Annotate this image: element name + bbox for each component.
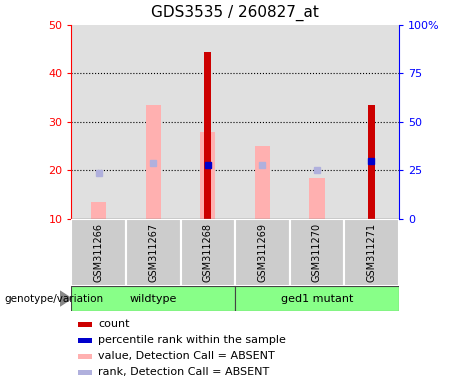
Bar — [78, 354, 92, 359]
Text: GSM311267: GSM311267 — [148, 223, 158, 282]
Text: wildtype: wildtype — [130, 293, 177, 304]
Bar — [146, 105, 161, 219]
Text: GSM311271: GSM311271 — [366, 223, 377, 282]
Text: GSM311268: GSM311268 — [203, 223, 213, 282]
Text: genotype/variation: genotype/variation — [5, 293, 104, 304]
Bar — [368, 105, 375, 219]
Bar — [204, 51, 212, 219]
Text: rank, Detection Call = ABSENT: rank, Detection Call = ABSENT — [98, 367, 270, 377]
Bar — [200, 132, 215, 219]
Text: value, Detection Call = ABSENT: value, Detection Call = ABSENT — [98, 351, 275, 361]
Text: GSM311270: GSM311270 — [312, 223, 322, 282]
Text: GSM311266: GSM311266 — [94, 223, 104, 282]
Bar — [78, 322, 92, 327]
Text: ged1 mutant: ged1 mutant — [281, 293, 353, 304]
Polygon shape — [60, 291, 71, 306]
Text: GSM311269: GSM311269 — [257, 223, 267, 282]
Bar — [71, 219, 126, 286]
Bar — [255, 146, 270, 219]
Bar — [344, 219, 399, 286]
Bar — [71, 286, 235, 311]
Bar — [235, 286, 399, 311]
Bar — [78, 370, 92, 375]
Bar — [78, 338, 92, 343]
Text: percentile rank within the sample: percentile rank within the sample — [98, 335, 286, 345]
Bar — [126, 219, 181, 286]
Bar — [290, 219, 344, 286]
Text: GDS3535 / 260827_at: GDS3535 / 260827_at — [151, 5, 319, 21]
Text: count: count — [98, 319, 130, 329]
Bar — [181, 219, 235, 286]
Bar — [91, 202, 106, 219]
Bar — [309, 178, 325, 219]
Bar — [235, 219, 290, 286]
